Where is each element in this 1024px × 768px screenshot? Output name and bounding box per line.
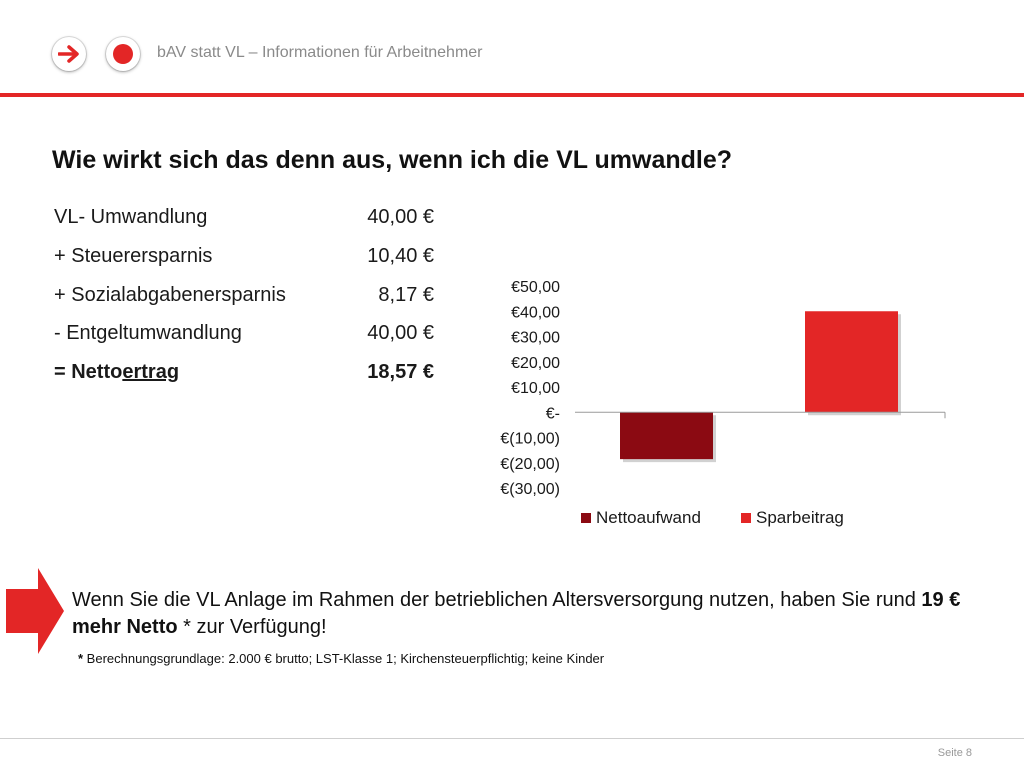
y-tick-label: €20,00: [511, 355, 560, 372]
arrow-right-icon: [58, 45, 79, 63]
calc-value: 8,17 €: [378, 284, 434, 306]
page-title: Wie wirkt sich das denn aus, wenn ich di…: [52, 146, 733, 174]
y-tick-label: €10,00: [511, 380, 560, 397]
footnote-text: Berechnungsgrundlage: 2.000 € brutto; LS…: [83, 651, 605, 666]
y-tick-label: €(10,00): [500, 431, 560, 448]
conclusion-part1: Wenn Sie die VL Anlage im Rahmen der bet…: [72, 589, 922, 611]
result-underlined: ertrag: [122, 361, 180, 383]
arrow-button[interactable]: [52, 37, 86, 71]
big-arrow-icon: [6, 568, 64, 654]
legend-swatch: [581, 513, 591, 523]
y-tick-label: €30,00: [511, 330, 560, 347]
header-divider: [0, 93, 1024, 97]
footer-divider: [0, 738, 1024, 739]
conclusion-bold: 19 € mehr Netto: [72, 589, 961, 638]
y-tick-label: €-: [546, 405, 560, 422]
result-label: = Nettoertrag: [54, 361, 179, 384]
bar-1: [620, 412, 713, 460]
calc-value: 10,40 €: [367, 245, 434, 267]
calc-label: VL- Umwandlung: [54, 206, 208, 228]
calc-row: + Steuerersparnis 10,40 €: [54, 245, 434, 275]
conclusion-part2: * zur Verfügung!: [177, 616, 327, 638]
footnote-asterisk: *: [78, 651, 84, 666]
calc-result-row: = Nettoertrag 18,57 €: [54, 361, 434, 391]
calc-row: VL- Umwandlung 40,00 €: [54, 206, 434, 236]
calc-label: + Sozialabgabenersparnis: [54, 284, 286, 306]
y-tick-label: €(30,00): [500, 481, 560, 498]
calc-value: 40,00 €: [367, 206, 434, 228]
result-prefix: = Netto: [54, 361, 123, 383]
legend-swatch: [741, 513, 751, 523]
page-number: Seite 8: [937, 747, 972, 759]
bar-2: [805, 311, 898, 413]
calc-row: + Sozialabgabenersparnis 8,17 €: [54, 284, 434, 314]
header-title: bAV statt VL – Informationen für Arbeitn…: [157, 44, 483, 61]
red-dot-icon: [113, 44, 133, 64]
record-button[interactable]: [106, 37, 140, 71]
calc-label: + Steuerersparnis: [54, 245, 213, 267]
legend-label: Sparbeitrag: [756, 508, 844, 527]
calc-row: - Entgeltumwandlung 40,00 €: [54, 322, 434, 352]
calc-label: - Entgeltumwandlung: [54, 322, 242, 344]
bar-chart: €50,00 €40,00 €30,00 €20,00 €10,00 €- €(10,00)…: [500, 279, 946, 527]
y-tick-label: €50,00: [511, 279, 560, 296]
footnote: * Berechnungsgrundlage: 2.000 € brutto; …: [78, 651, 604, 666]
result-value: 18,57 €: [367, 361, 434, 383]
legend-label: Nettoaufwand: [596, 508, 701, 527]
y-tick-label: €40,00: [511, 304, 560, 321]
conclusion-text: Wenn Sie die VL Anlage im Rahmen der bet…: [72, 587, 1002, 641]
y-tick-label: €(20,00): [500, 456, 560, 473]
calc-value: 40,00 €: [367, 322, 434, 344]
